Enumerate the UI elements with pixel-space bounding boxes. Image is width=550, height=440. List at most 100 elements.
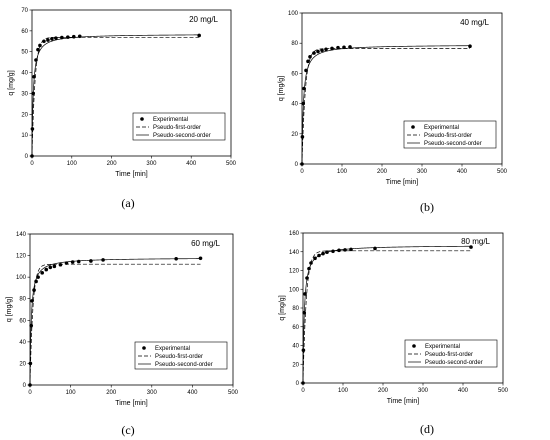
y-tick-label: 160 bbox=[289, 231, 300, 237]
y-tick-label: 100 bbox=[289, 287, 300, 293]
y-tick-label: 0 bbox=[25, 154, 29, 160]
legend-label: Pseudo-second-order bbox=[155, 362, 213, 368]
x-tick-label: 300 bbox=[417, 169, 428, 175]
experimental-point bbox=[46, 38, 50, 42]
experimental-point bbox=[29, 323, 34, 328]
y-tick-label: 0 bbox=[295, 162, 299, 168]
experimental-point bbox=[36, 47, 40, 52]
x-tick-label: 200 bbox=[377, 169, 388, 175]
experimental-point bbox=[325, 250, 329, 255]
experimental-point bbox=[28, 361, 33, 366]
experimental-point bbox=[101, 258, 105, 262]
x-tick-label: 0 bbox=[28, 390, 32, 396]
experimental-point bbox=[66, 35, 70, 39]
chart-panel-1: 0 100 200 300 400 500 0 10 20 30 40 50 60 70 Time [min… bbox=[8, 8, 237, 210]
experimental-point bbox=[50, 36, 54, 41]
experimental-point bbox=[30, 154, 34, 158]
legend-label: Experimental bbox=[424, 125, 459, 131]
y-axis-title: q [mg/g] bbox=[279, 295, 286, 320]
chart-panel-2: 0 100 200 300 400 500 0 20 40 60 80 100 Time [min] q … bbox=[278, 11, 508, 214]
experimental-point bbox=[77, 34, 82, 39]
experimental-point bbox=[304, 68, 308, 73]
x-tick-label: 400 bbox=[187, 390, 198, 396]
x-tick-label: 200 bbox=[107, 161, 118, 167]
legend-label: Pseudo-second-order bbox=[424, 141, 482, 147]
concentration-annotation: 80 mg/L bbox=[461, 237, 490, 246]
y-tick-label: 20 bbox=[21, 112, 28, 118]
y-axis-title: q [mg/g] bbox=[6, 297, 13, 322]
legend-label: Experimental bbox=[155, 346, 190, 352]
experimental-point bbox=[89, 259, 93, 263]
y-axis-title: q [mg/g] bbox=[278, 76, 285, 101]
experimental-point bbox=[42, 39, 46, 44]
legend-box bbox=[404, 339, 498, 368]
experimental-point bbox=[349, 247, 353, 252]
x-tick-label: 0 bbox=[30, 161, 34, 167]
experimental-point bbox=[32, 288, 36, 292]
x-tick-label: 0 bbox=[300, 169, 304, 175]
y-tick-label: 140 bbox=[16, 232, 27, 238]
experimental-point bbox=[301, 381, 305, 385]
x-tick-label: 200 bbox=[106, 390, 117, 396]
x-tick-label: 300 bbox=[147, 390, 158, 396]
experimental-point bbox=[76, 259, 81, 264]
experimental-point bbox=[303, 292, 307, 296]
experimental-point bbox=[198, 256, 203, 261]
y-tick-label: 80 bbox=[19, 297, 26, 303]
experimental-point bbox=[317, 253, 321, 258]
y-tick-label: 20 bbox=[19, 361, 26, 367]
concentration-annotation: 20 mg/L bbox=[189, 15, 218, 24]
experimental-point bbox=[313, 256, 317, 261]
experimental-point bbox=[348, 45, 352, 49]
y-tick-label: 120 bbox=[16, 254, 27, 260]
y-axis-title: q [mg/g] bbox=[8, 70, 15, 95]
pseudo-first-order-line bbox=[31, 36, 200, 156]
concentration-annotation: 40 mg/L bbox=[460, 18, 489, 27]
experimental-point bbox=[32, 74, 36, 79]
x-axis-title: Time [min] bbox=[387, 398, 419, 405]
pseudo-first-order-line bbox=[302, 250, 471, 383]
y-tick-label: 120 bbox=[289, 269, 300, 275]
x-axis-title: Time [min] bbox=[115, 400, 147, 407]
experimental-point bbox=[307, 266, 311, 271]
legend-label: Pseudo-second-order bbox=[153, 133, 211, 139]
experimental-point bbox=[60, 35, 64, 40]
experimental-point bbox=[38, 43, 42, 48]
panel-label: (d) bbox=[420, 422, 434, 436]
y-tick-label: 0 bbox=[296, 381, 300, 387]
y-tick-label: 10 bbox=[21, 133, 28, 139]
y-tick-label: 60 bbox=[292, 325, 299, 331]
legend-marker-experimental bbox=[411, 125, 415, 129]
experimental-point bbox=[468, 44, 472, 49]
experimental-point bbox=[48, 265, 53, 270]
y-tick-label: 40 bbox=[21, 71, 28, 77]
experimental-point bbox=[309, 261, 313, 265]
chart-panel-4: 0 100 200 300 400 500 0 20 40 60 80 100 120 140 160 Tim… bbox=[279, 231, 509, 436]
experimental-point bbox=[302, 310, 307, 315]
y-tick-label: 50 bbox=[21, 50, 28, 56]
experimental-point bbox=[305, 276, 309, 280]
y-tick-label: 60 bbox=[291, 71, 298, 77]
x-tick-label: 500 bbox=[498, 388, 509, 394]
experimental-point bbox=[302, 86, 306, 91]
experimental-point bbox=[308, 54, 312, 59]
experimental-point bbox=[28, 383, 32, 387]
plot-frame bbox=[31, 9, 232, 157]
experimental-point bbox=[373, 246, 377, 251]
experimental-point bbox=[34, 279, 38, 284]
experimental-point bbox=[64, 261, 69, 265]
experimental-point bbox=[30, 299, 34, 303]
experimental-point bbox=[312, 51, 316, 55]
experimental-point bbox=[71, 34, 76, 39]
experimental-point bbox=[330, 46, 334, 51]
experimental-point bbox=[320, 48, 324, 53]
x-axis-title: Time [min] bbox=[386, 179, 418, 186]
experimental-point bbox=[54, 36, 58, 40]
experimental-point bbox=[58, 262, 63, 267]
x-tick-label: 500 bbox=[497, 169, 508, 175]
y-tick-label: 100 bbox=[288, 11, 299, 17]
x-tick-label: 400 bbox=[186, 161, 197, 167]
experimental-point bbox=[306, 59, 310, 64]
plot-frame bbox=[29, 233, 234, 386]
experimental-point bbox=[34, 58, 38, 62]
